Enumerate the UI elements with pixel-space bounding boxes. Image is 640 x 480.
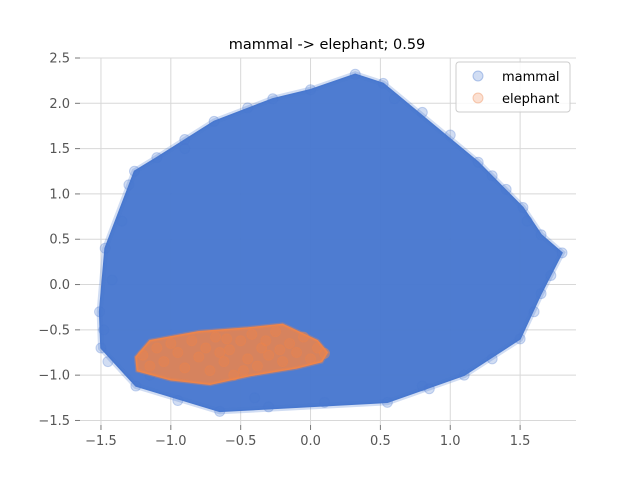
x-tick-label-3: 0.0 [300, 434, 321, 449]
mammal-hull-outline [98, 73, 563, 413]
elephant-point-25 [312, 342, 324, 354]
y-tick-label-6: 1.5 [49, 142, 70, 157]
elephant-point-17 [256, 342, 268, 354]
mammal-point-36 [388, 93, 400, 105]
elephant-point-29 [214, 347, 226, 359]
x-tick-label-1: −1.0 [155, 434, 187, 449]
elephant-point-32 [260, 335, 272, 347]
mammal-point-35 [179, 143, 191, 155]
y-tick-label-0: −1.5 [38, 414, 70, 429]
mammal-point-27 [263, 401, 275, 413]
legend: mammal elephant [455, 61, 571, 113]
y-tick-label-2: −0.5 [38, 323, 70, 338]
y-tick-label-3: 0.0 [49, 278, 70, 293]
y-tick-label-7: 2.0 [49, 97, 70, 112]
chart-title: mammal -> elephant; 0.59 [229, 37, 426, 53]
elephant-point-19 [270, 326, 282, 338]
elephant-point-6 [193, 351, 205, 363]
y-tick-label-5: 1.0 [49, 187, 70, 202]
elephant-point-31 [237, 365, 249, 377]
elephant-point-2 [158, 356, 170, 368]
elephant-point-27 [144, 360, 156, 372]
elephant-point-13 [235, 335, 247, 347]
legend-label-elephant: elephant [502, 92, 559, 107]
elephant-point-18 [263, 349, 275, 361]
y-axis-ticks: −1.5 −1.0 −0.5 0.0 0.5 1.0 1.5 2.0 2.5 [38, 52, 80, 429]
mammal-point-31 [102, 356, 114, 368]
x-tick-label-4: 0.5 [370, 434, 391, 449]
x-tick-label-0: −1.5 [85, 434, 117, 449]
elephant-point-8 [204, 365, 216, 377]
elephant-point-24 [305, 353, 317, 365]
legend-marker-mammal [472, 70, 484, 82]
elephant-points [137, 326, 331, 381]
elephant-point-11 [223, 344, 235, 356]
mammal-point-34 [116, 215, 128, 227]
mammal-points [94, 68, 568, 417]
elephant-point-33 [274, 344, 286, 356]
hull-outlines [98, 73, 563, 413]
y-tick-label-1: −1.0 [38, 369, 70, 384]
mammal-point-15 [500, 183, 512, 195]
elephant-point-14 [242, 353, 254, 365]
mammal-point-38 [521, 215, 533, 227]
elephant-point-9 [210, 331, 222, 343]
elephant-point-5 [186, 335, 198, 347]
elephant-point-15 [246, 328, 258, 340]
elephant-point-16 [251, 360, 263, 372]
elephant-point-10 [218, 356, 230, 368]
x-tick-label-5: 1.0 [440, 434, 461, 449]
elephant-point-3 [172, 347, 184, 359]
y-tick-label-4: 0.5 [49, 233, 70, 248]
elephant-point-30 [221, 333, 233, 345]
x-tick-label-6: 1.5 [510, 434, 531, 449]
elephant-hull-outline [135, 323, 329, 385]
elephant-point-7 [200, 342, 212, 354]
legend-box [455, 61, 571, 113]
elephant-point-4 [179, 362, 191, 374]
mammal-point-43 [106, 274, 118, 286]
x-tick-label-2: −0.5 [225, 434, 257, 449]
y-tick-label-8: 2.5 [49, 52, 70, 67]
x-axis-ticks: −1.5 −1.0 −0.5 0.0 0.5 1.0 1.5 [85, 425, 530, 449]
mammal-point-22 [486, 353, 498, 365]
elephant-point-0 [137, 349, 149, 361]
elephant-point-22 [291, 347, 303, 359]
legend-label-mammal: mammal [502, 70, 560, 85]
elephant-point-20 [277, 356, 289, 368]
legend-marker-elephant [472, 92, 484, 104]
elephant-point-28 [165, 337, 177, 349]
mammal-point-33 [98, 324, 110, 336]
elephant-point-12 [228, 369, 240, 381]
mammal-point-41 [249, 392, 261, 404]
elephant-point-21 [284, 337, 296, 349]
elephant-point-1 [151, 342, 163, 354]
